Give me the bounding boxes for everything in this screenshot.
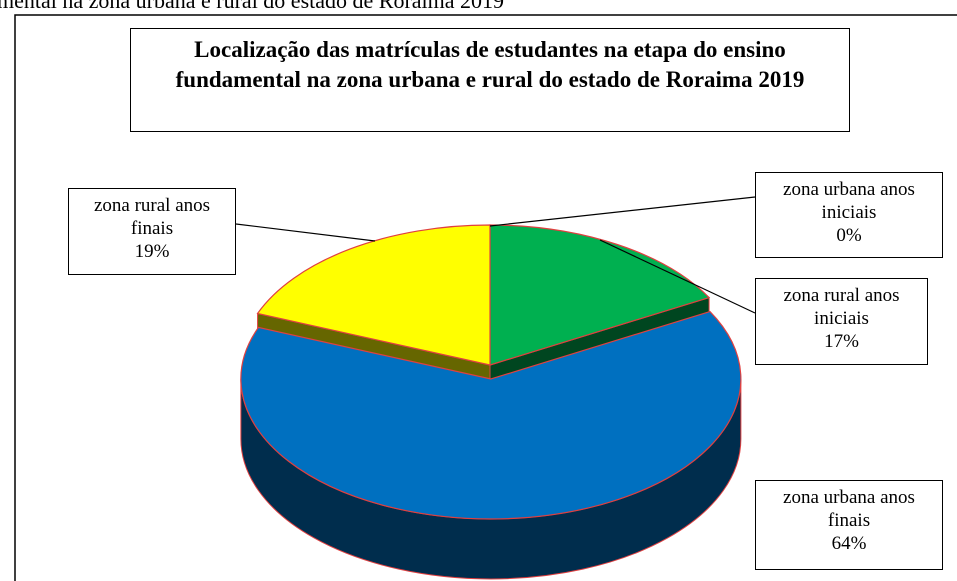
value-label: 0% (836, 225, 862, 246)
slice (256, 224, 491, 366)
category-label: zona rural anos finais (93, 195, 211, 239)
data-label-box: zona urbana anos iniciais 0% (755, 172, 943, 258)
slice (240, 310, 742, 520)
value-label: 19% (134, 241, 170, 262)
category-label: zona urbana anos finais (783, 487, 915, 531)
category-label: zona rural anos iniciais (783, 285, 900, 329)
data-label-box: zona rural anos iniciais 17% (755, 278, 928, 365)
data-label-box: zona urbana anos finais 64% (755, 480, 943, 570)
value-label: 17% (824, 331, 859, 352)
leader-line (599, 239, 756, 314)
leaders (235, 196, 756, 314)
category-label: zona urbana anos iniciais (783, 179, 915, 223)
frame (14, 14, 957, 581)
data-label-box: zona rural anos finais 19% (68, 188, 236, 275)
leader-line (235, 223, 376, 242)
pie (240, 224, 742, 580)
leader-line (489, 196, 756, 227)
chart-title: Localização das matrículas de estudantes… (130, 28, 850, 132)
value-label: 64% (831, 533, 867, 554)
caption: mental na zona urbana e rural do estado … (0, 0, 505, 13)
